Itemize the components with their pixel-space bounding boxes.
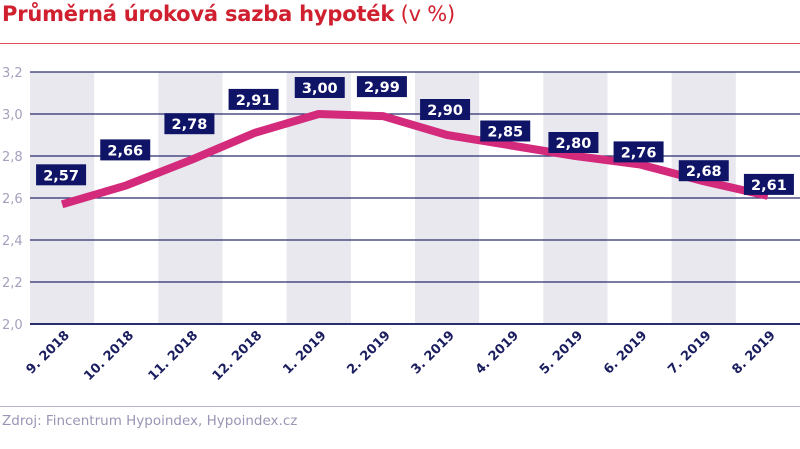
x-tick-label: 12. 2018 [210,328,266,384]
x-tick-label: 6. 2019 [601,328,650,377]
x-tick-label: 11. 2018 [146,328,202,384]
data-label: 2,61 [743,173,794,195]
data-labels: 2,57 2,66 2,78 2,91 3,00 2,99 2,90 2,85 2,80 2,76… [36,76,794,195]
svg-text:2,76: 2,76 [621,145,657,161]
svg-text:2,68: 2,68 [686,164,722,180]
line-chart: 2,0 2,2 2,4 2,6 2,8 3,0 3,2 9. 2018 10. 2018 11.… [2,66,800,384]
data-label: 2,78 [164,113,215,135]
x-tick-label: 7. 2019 [665,328,714,377]
x-tick-label: 10. 2018 [81,328,137,384]
x-tick-label: 4. 2019 [473,328,522,377]
chart-title: Průměrná úroková sazba hypoték (v %) [2,2,455,26]
data-label: 2,91 [228,88,279,110]
svg-text:3,00: 3,00 [302,81,338,97]
x-tick-label: 3. 2019 [409,328,458,377]
svg-text:2,61: 2,61 [751,178,787,194]
gridlines [30,71,800,325]
svg-text:2,90: 2,90 [427,103,463,119]
data-label: 2,66 [100,139,151,161]
y-tick-label: 2,8 [2,150,23,165]
x-tick-label: 8. 2019 [729,328,778,377]
y-axis: 2,0 2,2 2,4 2,6 2,8 3,0 3,2 [2,66,23,333]
data-label: 2,80 [548,132,599,153]
svg-text:2,78: 2,78 [172,117,208,133]
x-axis: 9. 2018 10. 2018 11. 2018 12. 2018 1. 2019 2.… [24,328,779,384]
svg-text:2,99: 2,99 [364,80,400,96]
data-label: 2,99 [356,76,407,98]
data-label: 2,85 [480,120,531,142]
svg-text:2,80: 2,80 [556,136,592,152]
chart-title-main: Průměrná úroková sazba hypoték [2,2,395,26]
source-note: Zdroj: Fincentrum Hypoindex, Hypoindex.c… [2,413,298,429]
y-tick-label: 3,0 [2,108,23,123]
title-divider [0,43,800,44]
x-tick-label: 1. 2019 [280,328,329,377]
source-divider [0,406,800,407]
svg-text:2,85: 2,85 [487,125,523,141]
y-tick-label: 2,4 [2,234,23,249]
y-tick-label: 3,2 [2,66,23,81]
data-label: 3,00 [294,77,345,98]
data-label: 2,57 [36,164,87,186]
data-label: 2,90 [420,99,471,120]
rate-line [60,110,769,209]
chart-title-unit: (v %) [394,2,456,26]
data-label: 2,68 [678,160,729,182]
y-tick-label: 2,2 [2,276,23,291]
x-tick-label: 5. 2019 [537,328,586,377]
svg-text:2,57: 2,57 [43,168,79,184]
data-label: 2,76 [613,141,664,163]
y-tick-label: 2,0 [2,318,23,333]
svg-text:2,91: 2,91 [236,93,272,109]
y-tick-label: 2,6 [2,192,23,207]
x-tick-label: 2. 2019 [344,328,393,377]
svg-text:2,66: 2,66 [107,143,143,159]
x-tick-label: 9. 2018 [24,328,73,377]
